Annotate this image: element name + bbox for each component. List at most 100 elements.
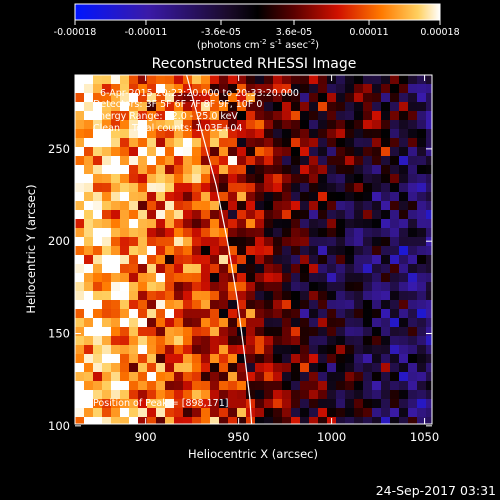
heatmap-cell xyxy=(183,201,193,211)
heatmap-cell xyxy=(120,408,130,418)
heatmap-cell xyxy=(336,246,346,256)
heatmap-cell xyxy=(237,228,247,238)
heatmap-cell xyxy=(264,147,274,157)
heatmap-cell xyxy=(336,129,346,139)
colorbar xyxy=(74,3,441,21)
heatmap-cell xyxy=(354,327,364,337)
heatmap-cell xyxy=(201,210,211,220)
heatmap-cell xyxy=(255,156,265,166)
heatmap-cell xyxy=(219,273,229,283)
heatmap-cell xyxy=(102,282,112,292)
heatmap-cell xyxy=(156,300,166,310)
heatmap-cell xyxy=(165,399,175,409)
heatmap-cell xyxy=(93,273,103,283)
heatmap-cell xyxy=(228,291,238,301)
heatmap-cell xyxy=(318,192,328,202)
heatmap-cell xyxy=(183,336,193,346)
heatmap-cell xyxy=(237,246,247,256)
heatmap-cell xyxy=(345,408,355,418)
heatmap-cell xyxy=(120,165,130,175)
heatmap-cell xyxy=(408,309,418,319)
heatmap-cell xyxy=(273,174,283,184)
heatmap-cell xyxy=(174,246,184,256)
heatmap-cell xyxy=(219,300,229,310)
heatmap-cell xyxy=(237,201,247,211)
heatmap-cell xyxy=(102,129,112,139)
heatmap-cell xyxy=(408,102,418,112)
heatmap-cell xyxy=(354,408,364,418)
heatmap-cell xyxy=(426,111,432,121)
heatmap-cell xyxy=(192,273,202,283)
heatmap-cell xyxy=(156,417,166,424)
heatmap-cell xyxy=(138,129,148,139)
heatmap-cell xyxy=(129,291,139,301)
heatmap-cell xyxy=(417,147,427,157)
heatmap-cell xyxy=(417,75,427,85)
heatmap-cell xyxy=(318,273,328,283)
heatmap-cell xyxy=(165,102,175,112)
heatmap-cell xyxy=(84,255,94,265)
heatmap-cell xyxy=(174,174,184,184)
heatmap-cell xyxy=(210,138,220,148)
heatmap-cell xyxy=(318,300,328,310)
heatmap-cell xyxy=(111,291,121,301)
heatmap-cell xyxy=(318,372,328,382)
heatmap-cell xyxy=(318,381,328,391)
heatmap-cell xyxy=(120,372,130,382)
heatmap-cell xyxy=(426,327,432,337)
heatmap-cell xyxy=(327,273,337,283)
heatmap-cell xyxy=(192,129,202,139)
heatmap-cell xyxy=(165,291,175,301)
heatmap-cell xyxy=(120,381,130,391)
heatmap-cell xyxy=(426,129,432,139)
heatmap-cell xyxy=(336,309,346,319)
heatmap-cell xyxy=(399,111,409,121)
heatmap-cell xyxy=(138,345,148,355)
heatmap-cell xyxy=(318,111,328,121)
heatmap-cell xyxy=(237,390,247,400)
heatmap-cell xyxy=(228,273,238,283)
heatmap-cell xyxy=(345,381,355,391)
heatmap-cell xyxy=(102,147,112,157)
heatmap-cell xyxy=(282,300,292,310)
heatmap-cell xyxy=(120,174,130,184)
heatmap-cell xyxy=(84,120,94,130)
heatmap-cell xyxy=(318,174,328,184)
heatmap-cell xyxy=(327,192,337,202)
heatmap-cell xyxy=(228,147,238,157)
heatmap-cell xyxy=(102,102,112,112)
heatmap-cell xyxy=(102,327,112,337)
heatmap-cell xyxy=(246,417,256,424)
heatmap-cell xyxy=(111,111,121,121)
heatmap-cell xyxy=(264,129,274,139)
heatmap-cell xyxy=(345,156,355,166)
heatmap-cell xyxy=(336,219,346,229)
heatmap-cell xyxy=(102,75,112,85)
heatmap-cell xyxy=(309,399,319,409)
heatmap-cell xyxy=(147,111,157,121)
heatmap-cell xyxy=(417,120,427,130)
heatmap-cell xyxy=(273,417,283,424)
heatmap-cell xyxy=(165,93,175,103)
heatmap-cell xyxy=(336,255,346,265)
heatmap-cell xyxy=(417,129,427,139)
heatmap-cell xyxy=(129,381,139,391)
heatmap-cell xyxy=(426,273,432,283)
heatmap-cell xyxy=(174,75,184,85)
heatmap-cell xyxy=(129,147,139,157)
heatmap-cell xyxy=(192,264,202,274)
heatmap-cell xyxy=(165,372,175,382)
heatmap-cell xyxy=(219,327,229,337)
heatmap-cell xyxy=(219,408,229,418)
heatmap-cell xyxy=(399,183,409,193)
heatmap-cell xyxy=(372,111,382,121)
heatmap-cell xyxy=(390,165,400,175)
heatmap-cell xyxy=(363,318,373,328)
heatmap-cell xyxy=(399,372,409,382)
heatmap-cell xyxy=(354,129,364,139)
heatmap-cell xyxy=(201,291,211,301)
heatmap-cell xyxy=(165,75,175,85)
heatmap-cell xyxy=(300,291,310,301)
heatmap-cell xyxy=(120,318,130,328)
heatmap-cell xyxy=(264,417,274,424)
